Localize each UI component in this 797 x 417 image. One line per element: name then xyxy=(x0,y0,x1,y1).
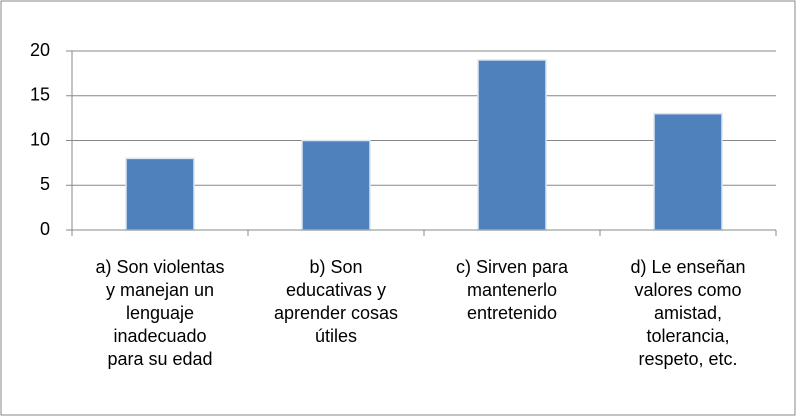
x-tick-label: d) Le enseñan valores como amistad, tole… xyxy=(630,257,746,369)
bar xyxy=(301,139,371,231)
x-tick-label: c) Sirven para mantenerlo entretenido xyxy=(455,257,569,323)
x-tick-label: a) Son violentas y manejan un lenguaje i… xyxy=(95,257,225,369)
bar xyxy=(653,112,723,231)
bar xyxy=(477,59,547,231)
bar xyxy=(125,157,195,231)
y-tick-label: 20 xyxy=(30,40,50,60)
x-tick-label: b) Son educativas y aprender cosas útile… xyxy=(273,257,399,346)
y-tick-label: 5 xyxy=(40,174,50,194)
y-tick-label: 0 xyxy=(40,219,50,239)
y-tick-label: 10 xyxy=(30,129,50,149)
y-tick-label: 15 xyxy=(30,85,50,105)
